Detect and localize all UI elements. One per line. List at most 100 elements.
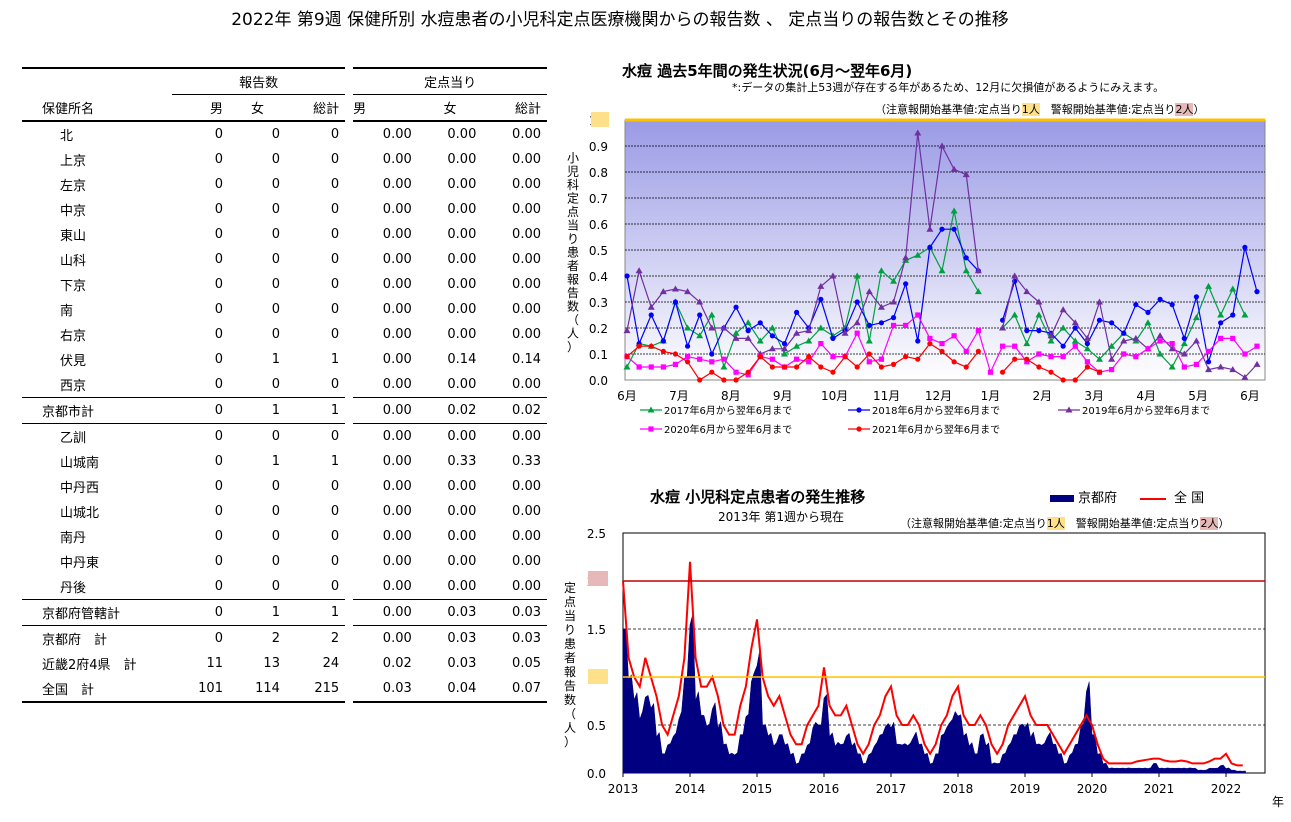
header-name: 保健所名 (22, 94, 172, 122)
chart1-ylabel-char: （ (567, 313, 579, 327)
chart1-data-point (1205, 366, 1213, 373)
row-value: 0.00 (382, 252, 412, 267)
chart1-data-point (878, 364, 885, 370)
row-value: 0.02 (417, 397, 483, 424)
chart1-data-point (854, 364, 860, 370)
row-value: 0.00 (512, 202, 541, 217)
row-value: 0.00 (512, 327, 541, 342)
row-value: 0.00 (353, 599, 418, 626)
row-value: 0.00 (382, 631, 412, 646)
row-name: 中丹東 (60, 556, 100, 571)
chart1-ylabel-char: 人 (567, 327, 579, 341)
chart1-data-point (842, 354, 848, 360)
row-value: 0.00 (512, 554, 541, 569)
legend-kyoto-swatch (1050, 495, 1074, 502)
chart1-series-line-3 (626, 132, 1258, 379)
row-value: 0 (214, 454, 223, 469)
chart1-data-point (963, 255, 969, 261)
row-value: 0.00 (447, 554, 477, 569)
chart2-ylabel-char: り (564, 623, 576, 637)
chart1-data-point (794, 364, 800, 370)
chart1-legend-marker (856, 426, 862, 432)
chart1-xtick-label: 1月 (981, 389, 1001, 403)
chart1-data-point (745, 328, 751, 334)
header-reports: 報告数 (172, 67, 346, 95)
chart1-data-point (1144, 319, 1152, 326)
row-value: 1 (330, 454, 340, 469)
chart1-data-point (1180, 350, 1188, 357)
chart1-data-point (1024, 359, 1030, 365)
chart1-ylabel-char: ） (567, 340, 579, 354)
chart1-ylabel-char: 小 (567, 151, 579, 165)
chart1-data-point (975, 328, 981, 334)
chart1-data-point (1109, 320, 1115, 326)
row-value: 0 (228, 372, 286, 398)
chart1-data-point (1072, 377, 1078, 383)
chart1-data-point (1084, 364, 1090, 370)
chart1-data-point (671, 285, 679, 292)
row-value: 1 (228, 599, 286, 626)
chart1-data-point (1121, 330, 1127, 336)
chart1-data-point (624, 273, 630, 279)
chart1-data-point (769, 333, 775, 339)
row-value: 0.00 (353, 574, 418, 600)
chart1-data-point (1060, 343, 1066, 349)
chart1-ylabel-char: 報 (567, 273, 579, 287)
row-value: 0.00 (447, 252, 477, 267)
row-value: 0 (330, 177, 340, 192)
chart1-data-point (1156, 332, 1164, 339)
chart1-data-point (878, 356, 885, 362)
row-value: 0.00 (512, 277, 541, 292)
chart1-data-point (974, 288, 982, 295)
chart1-data-point (939, 226, 945, 232)
chart1-data-point (1048, 354, 1054, 360)
chart1-data-point (950, 207, 958, 214)
row-value: 0.00 (512, 127, 541, 142)
row-name: 上京 (60, 154, 87, 169)
row-value: 2 (330, 631, 340, 646)
row-value: 0 (214, 252, 223, 267)
chart1-legend-marker (856, 407, 862, 413)
chart1-ylabel-char: り (567, 232, 579, 246)
chart1-data-point (648, 364, 654, 370)
chart1-data-point (841, 329, 849, 336)
chart1-ytick-label: 0.0 (589, 374, 608, 388)
row-value: 0 (271, 177, 280, 192)
chart1-data-point (1072, 325, 1078, 331)
chart1-xtick-label: 6月 (1240, 389, 1260, 403)
chart2-ylabel-char: 者 (564, 651, 576, 665)
chart1-data-point (1145, 346, 1151, 352)
row-value: 0.00 (382, 177, 412, 192)
chart1-data-point (769, 356, 775, 362)
row-name: 東山 (60, 229, 87, 244)
chart1-data-point (648, 312, 654, 318)
chart1-data-point (1109, 367, 1115, 373)
chart1-data-point (768, 324, 776, 331)
chart1-data-point (732, 334, 740, 341)
row-value: 0.00 (382, 227, 412, 242)
chart1-data-point (1096, 355, 1103, 362)
chart1-threshold-note: （注意報開始基準値:定点当り1人 警報開始基準値:定点当り2人） (875, 103, 1205, 116)
row-value: 0.00 (512, 479, 541, 494)
chart1-ylabel-char: 科 (567, 178, 579, 192)
row-value: 0.00 (447, 177, 477, 192)
table-row: 山科 0 0 0 0.00 0.00 0.00 (22, 247, 547, 272)
chart1-data-point (903, 281, 909, 287)
chart1-data-point (854, 299, 860, 305)
row-value: 1 (330, 352, 340, 367)
row-value: 0 (330, 327, 340, 342)
chart1-data-point (806, 359, 812, 365)
row-value: 0 (330, 479, 340, 494)
chart1-data-point (636, 364, 642, 370)
chart1-data-point (1012, 343, 1018, 349)
row-value: 0 (271, 327, 280, 342)
chart1-data-point (890, 277, 898, 284)
chart1-data-point (1035, 298, 1043, 305)
chart1-data-point (1193, 294, 1200, 300)
chart2-ylabel-char: 当 (564, 609, 576, 623)
row-value: 1 (285, 397, 346, 424)
row-value: 0.02 (482, 397, 547, 424)
chart1-data-point (635, 267, 643, 274)
chart1-data-point (732, 329, 740, 336)
row-value: 0.00 (417, 372, 483, 398)
